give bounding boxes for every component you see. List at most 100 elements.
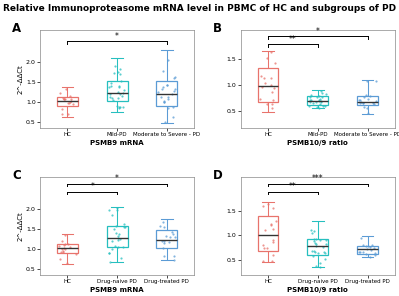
- Point: [363, 252, 369, 256]
- Point: [365, 244, 371, 249]
- Point: [115, 95, 122, 100]
- Point: [271, 86, 277, 91]
- Point: [106, 84, 112, 89]
- Point: [65, 241, 71, 246]
- Point: [372, 253, 378, 258]
- Point: [63, 87, 69, 91]
- Point: [360, 101, 366, 106]
- Point: [109, 212, 115, 217]
- Point: [364, 105, 370, 110]
- Point: [114, 207, 120, 212]
- Point: [320, 103, 326, 108]
- Point: [59, 112, 65, 116]
- Point: [371, 102, 377, 107]
- Point: [120, 91, 126, 96]
- X-axis label: PSMB10/9 ratio: PSMB10/9 ratio: [287, 287, 348, 293]
- Text: B: B: [213, 22, 222, 35]
- Point: [367, 255, 373, 259]
- Point: [61, 243, 67, 248]
- Point: [170, 232, 177, 237]
- Text: ***: ***: [312, 174, 324, 183]
- Point: [307, 94, 313, 99]
- Point: [166, 239, 172, 244]
- Point: [121, 225, 128, 230]
- Point: [61, 97, 67, 102]
- Point: [318, 100, 324, 105]
- Point: [308, 93, 314, 97]
- Point: [316, 260, 323, 265]
- Point: [62, 242, 68, 247]
- Point: [59, 249, 66, 254]
- Point: [310, 101, 316, 106]
- Point: [269, 106, 275, 110]
- Point: [60, 245, 67, 250]
- Point: [115, 238, 121, 242]
- Point: [165, 94, 171, 99]
- Point: [59, 95, 66, 100]
- Point: [257, 97, 264, 102]
- Point: [171, 88, 177, 93]
- Point: [108, 83, 115, 88]
- Point: [270, 238, 276, 243]
- Point: [66, 100, 73, 105]
- Point: [114, 104, 120, 109]
- Point: [68, 96, 74, 101]
- Point: [264, 201, 271, 206]
- Point: [157, 223, 164, 228]
- Point: [258, 74, 265, 79]
- Point: [364, 247, 370, 251]
- Point: [165, 58, 171, 63]
- Point: [269, 102, 275, 107]
- Point: [310, 253, 316, 258]
- Point: [68, 99, 74, 104]
- Point: [264, 246, 271, 250]
- Point: [159, 87, 165, 92]
- Point: [169, 229, 176, 234]
- Point: [58, 239, 65, 244]
- Point: [108, 81, 115, 86]
- Point: [113, 224, 119, 229]
- Point: [107, 92, 113, 96]
- Point: [62, 233, 68, 238]
- Point: [311, 236, 317, 241]
- Point: [162, 120, 168, 124]
- Point: [118, 255, 124, 260]
- Text: **: **: [289, 35, 297, 44]
- Point: [57, 257, 63, 262]
- Point: [109, 247, 116, 251]
- Point: [313, 243, 320, 248]
- Point: [357, 101, 363, 105]
- Point: [66, 100, 72, 105]
- Point: [172, 75, 178, 79]
- Point: [271, 60, 278, 65]
- Point: [160, 225, 167, 230]
- Point: [312, 263, 319, 268]
- Point: [357, 98, 363, 102]
- Point: [122, 224, 128, 229]
- Point: [172, 86, 178, 91]
- Point: [307, 99, 313, 104]
- Point: [364, 111, 371, 116]
- Point: [57, 90, 63, 95]
- Point: [115, 231, 122, 236]
- Point: [117, 66, 124, 71]
- Point: [365, 97, 371, 102]
- Point: [164, 83, 170, 88]
- Point: [373, 78, 379, 83]
- Point: [120, 245, 126, 250]
- Point: [171, 258, 178, 262]
- Point: [316, 93, 322, 98]
- Point: [270, 206, 277, 210]
- Point: [364, 78, 371, 83]
- Point: [59, 247, 66, 252]
- Point: [65, 112, 71, 117]
- X-axis label: PSMB9 mRNA: PSMB9 mRNA: [90, 140, 144, 146]
- Point: [159, 239, 165, 243]
- Point: [106, 250, 112, 255]
- Point: [117, 237, 123, 242]
- Point: [306, 104, 313, 109]
- Point: [356, 250, 363, 254]
- Point: [115, 234, 121, 239]
- Point: [59, 107, 65, 112]
- Point: [117, 72, 124, 76]
